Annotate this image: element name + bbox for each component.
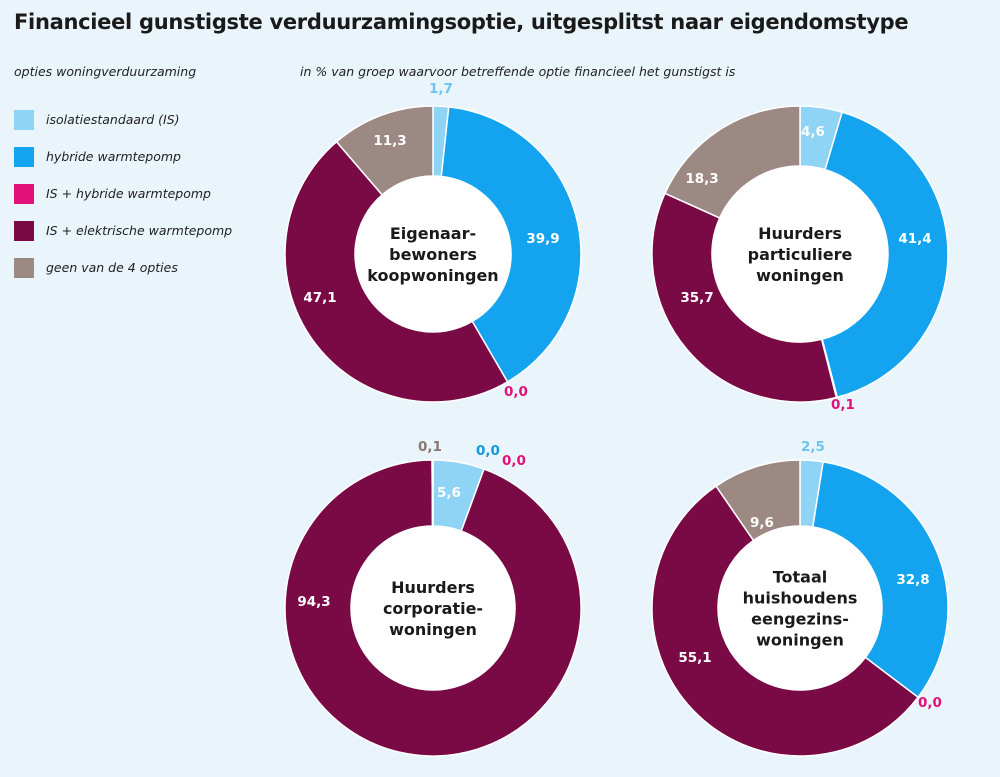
legend-swatch (14, 183, 34, 204)
donut-huurders-corporatie: Huurders corporatie-woningen 5,6 0,00,0 94,3… (284, 439, 582, 757)
value-label-geen: 0,1 (418, 439, 442, 455)
donut-center-label: particuliere (748, 245, 853, 264)
value-label-is_hybride: 0,1 (831, 397, 855, 413)
slice-geen (663, 105, 801, 219)
donut-center-label: corporatie- (383, 599, 483, 618)
donut-center-label: woningen (389, 620, 477, 639)
value-label-isolatie: 4,6 (801, 124, 825, 140)
value-label-isolatie: 5,6 (437, 485, 461, 501)
donut-totaal-eengezins: Totaal huishoudens eengezins-woningen 2,5 32… (651, 439, 949, 757)
donut-center-label: woningen (756, 631, 844, 650)
legend-label: IS + elektrische warmtepomp (46, 223, 233, 238)
value-label-is_hybride: 0,0 (502, 453, 526, 469)
legend-label: hybride warmtepomp (46, 149, 181, 164)
legend-label: IS + hybride warmtepomp (46, 186, 211, 201)
donut-hole (355, 176, 511, 332)
value-label-is_hybride: 0,0 (918, 695, 942, 711)
donut-hole (718, 526, 882, 690)
legend-swatch (14, 109, 34, 130)
donut-center-label: bewoners (389, 245, 477, 264)
value-label-hybride: 41,4 (898, 231, 931, 247)
value-label-geen: 11,3 (373, 133, 406, 149)
donut-center-label: Totaal (773, 568, 828, 587)
value-label-isolatie: 2,5 (801, 439, 825, 455)
value-label-hybride: 32,8 (896, 572, 929, 588)
legend: isolatiestandaard (IS) hybride warmtepom… (14, 101, 232, 286)
donut-hole (712, 166, 888, 342)
donut-center-label: woningen (756, 266, 844, 285)
value-label-is_elektrisch: 47,1 (303, 290, 336, 306)
donut-center-label: koopwoningen (367, 266, 498, 285)
donut-center-label: Huurders (758, 224, 842, 243)
legend-title: opties woningverduurzaming (14, 64, 197, 79)
value-label-geen: 18,3 (685, 171, 718, 187)
donut-eigenaar-bewoners: Eigenaar-bewoners koopwoningen 1,7 39,9 0,0 4… (284, 81, 582, 403)
legend-label: isolatiestandaard (IS) (46, 112, 180, 127)
legend-swatch (14, 220, 34, 241)
slice-geen (431, 459, 434, 527)
value-label-hybride: 0,0 (476, 443, 500, 459)
donut-center-label: huishoudens (743, 589, 858, 608)
donut-hole (351, 526, 515, 690)
legend-item-geen: geen van de 4 opties (14, 249, 232, 286)
donut-center-label: Eigenaar- (390, 224, 476, 243)
legend-item-isolatie: isolatiestandaard (IS) (14, 101, 232, 138)
legend-label: geen van de 4 opties (46, 260, 178, 275)
legend-item-is-hybride: IS + hybride warmtepomp (14, 175, 232, 212)
chart-title: Financieel gunstigste verduurzamingsopti… (14, 10, 909, 34)
legend-item-hybride: hybride warmtepomp (14, 138, 232, 175)
donut-center-label: Huurders (391, 578, 475, 597)
donut-center-label: eengezins- (751, 610, 849, 629)
value-label-is_elektrisch: 35,7 (680, 290, 713, 306)
value-label-geen: 9,6 (750, 515, 774, 531)
legend-swatch (14, 146, 34, 167)
legend-swatch (14, 257, 34, 278)
donut-huurders-particulier: Huurders particuliere woningen 4,6 41,4 0,1 35… (651, 105, 949, 413)
value-label-is_elektrisch: 94,3 (297, 594, 330, 610)
value-label-is_hybride: 0,0 (504, 384, 528, 400)
value-label-is_elektrisch: 55,1 (678, 650, 711, 666)
value-label-hybride: 39,9 (526, 231, 559, 247)
value-label-isolatie: 1,7 (429, 81, 453, 97)
unit-note: in % van groep waarvoor betreffende opti… (300, 64, 736, 79)
legend-item-is-elektrisch: IS + elektrische warmtepomp (14, 212, 232, 249)
